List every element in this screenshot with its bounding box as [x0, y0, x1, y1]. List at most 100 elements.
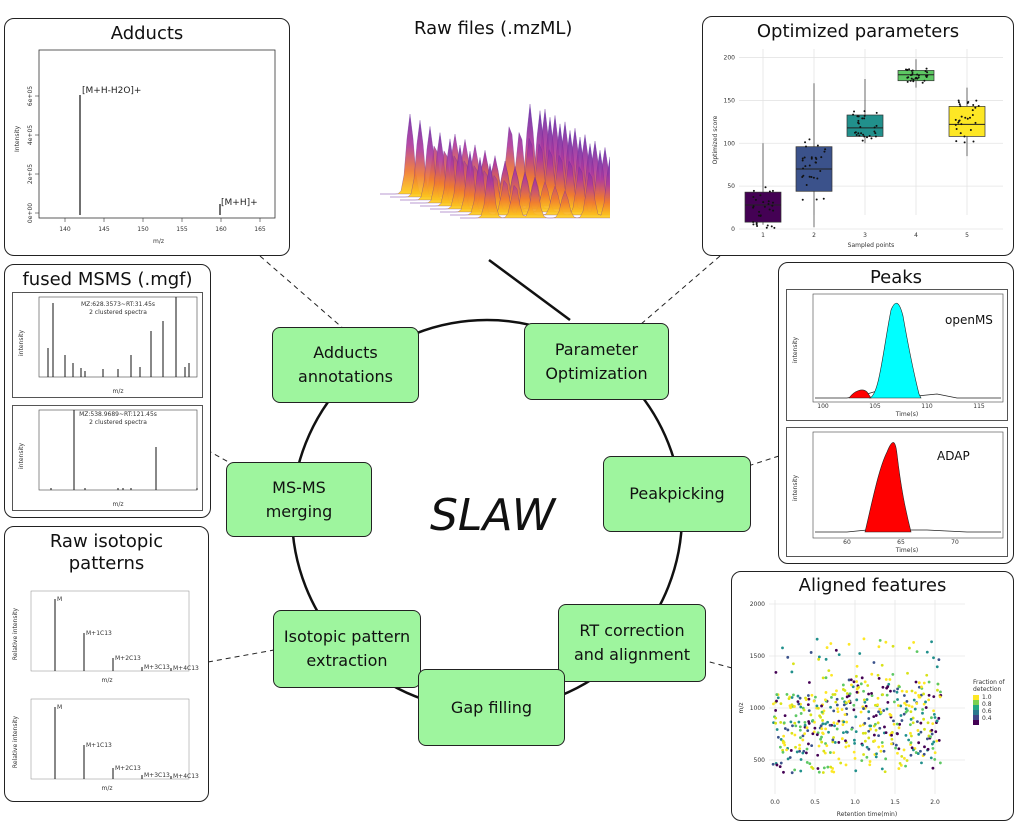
aligned-point [831, 693, 835, 696]
opt-xtick-label: 2 [812, 232, 816, 239]
aligned-point [816, 767, 820, 770]
aligned-point [852, 703, 856, 707]
iso1-ylabel: Relative intensity [12, 607, 19, 660]
aligned-point [837, 741, 841, 744]
aligned-point [845, 720, 849, 724]
opt-point [974, 106, 977, 109]
aligned-xtick-label: 2.0 [930, 799, 940, 806]
aligned-point [925, 673, 929, 677]
aligned-legend-swatch [973, 720, 979, 725]
aligned-point [866, 684, 870, 687]
msms1-label1: MZ:628.3573~RT:31.45s [81, 301, 155, 308]
aligned-point [932, 712, 936, 716]
aligned-point [840, 708, 844, 711]
aligned-point [884, 640, 888, 644]
aligned-point [820, 710, 824, 714]
aligned-point [897, 767, 901, 770]
aligned-point [788, 756, 792, 759]
aligned-point [796, 700, 800, 704]
aligned-point [897, 726, 901, 730]
opt-point [857, 132, 860, 135]
opt-point [801, 159, 804, 162]
aligned-point [820, 727, 824, 731]
aligned-point [905, 759, 909, 762]
iso-peak-label: M [57, 704, 62, 711]
peaks-panel: Peaks intensity Time(s) openMS 100 105 110… [778, 262, 1014, 564]
aligned-point [850, 727, 854, 731]
adducts-xtick-label: 165 [254, 226, 266, 233]
iso-chart-2: Relative intensity m/z M M+1C13 M+2C13M+3C… [12, 698, 199, 792]
aligned-point [820, 740, 824, 744]
aligned-point [917, 733, 921, 736]
aligned-ytick-label: 1000 [750, 705, 765, 712]
aligned-point [922, 702, 926, 706]
aligned-point [910, 689, 914, 693]
aligned-point [920, 761, 923, 765]
opt-point [814, 156, 817, 159]
aligned-chart: 0.0 0.5 1.0 1.5 2.0 500 1000 1500 2000 m/z Reten… [738, 600, 1006, 818]
aligned-point [832, 721, 836, 725]
opt-point [974, 121, 977, 124]
opt-point [853, 110, 856, 113]
opt-point [911, 71, 914, 74]
step-rt-correction[interactable]: RT correction and alignment [558, 604, 706, 682]
aligned-point [841, 697, 844, 700]
aligned-point [829, 705, 832, 709]
aligned-point [792, 693, 795, 697]
opt-point [819, 169, 822, 172]
aligned-point [933, 751, 937, 755]
opt-point [758, 210, 761, 213]
opt-point [803, 156, 806, 159]
aligned-point [900, 719, 904, 722]
aligned-point [802, 749, 806, 753]
aligned-point [799, 712, 803, 715]
step-isotopic-pattern-extraction[interactable]: Isotopic pattern extraction [273, 610, 421, 688]
aligned-point [781, 646, 784, 650]
aligned-point [813, 726, 817, 730]
aligned-point [774, 716, 778, 720]
msms2-ylabel: intensity [18, 443, 25, 469]
aligned-point [872, 733, 876, 737]
opt-point [757, 214, 760, 217]
aligned-point [852, 750, 856, 754]
opt-point [925, 76, 928, 79]
msms1-ylabel: intensity [18, 330, 25, 356]
step-parameter-optimization[interactable]: Parameter Optimization [524, 323, 669, 400]
aligned-point [793, 705, 796, 708]
aligned-point [802, 708, 806, 712]
aligned-point [909, 710, 913, 714]
aligned-point [793, 733, 797, 737]
step-peakpicking[interactable]: Peakpicking [603, 456, 751, 532]
aligned-point [888, 678, 892, 681]
aligned-point [898, 762, 902, 765]
step-adducts-annotations[interactable]: Adducts annotations [272, 327, 419, 403]
aligned-point [861, 743, 864, 747]
aligned-point [783, 714, 787, 718]
iso-peak-label: M+4C13 [173, 773, 199, 780]
aligned-point [860, 676, 864, 680]
opt-point [870, 137, 873, 140]
opt-point [863, 135, 866, 138]
aligned-point [828, 751, 832, 754]
aligned-point [885, 707, 889, 711]
step-gap-filling[interactable]: Gap filling [418, 669, 565, 746]
step-msms-merging[interactable]: MS-MS merging [226, 462, 372, 537]
aligned-point [775, 699, 778, 703]
aligned-point [825, 744, 829, 748]
msms2-label1: MZ:538.9689~RT:121.45s [79, 411, 157, 418]
aligned-point [852, 680, 856, 684]
aligned-point [910, 746, 914, 750]
aligned-point [916, 729, 920, 732]
aligned-point [904, 703, 908, 707]
aligned-point [786, 757, 790, 761]
aligned-point [892, 719, 895, 723]
aligned-point [807, 742, 810, 746]
opt-point [802, 167, 805, 170]
aligned-point [806, 694, 810, 697]
aligned-point [782, 770, 785, 774]
aligned-point [855, 687, 859, 691]
opt-point [971, 113, 974, 116]
opt-ytick-label: 200 [724, 55, 736, 62]
aligned-point [825, 646, 829, 649]
aligned-point [826, 720, 830, 724]
